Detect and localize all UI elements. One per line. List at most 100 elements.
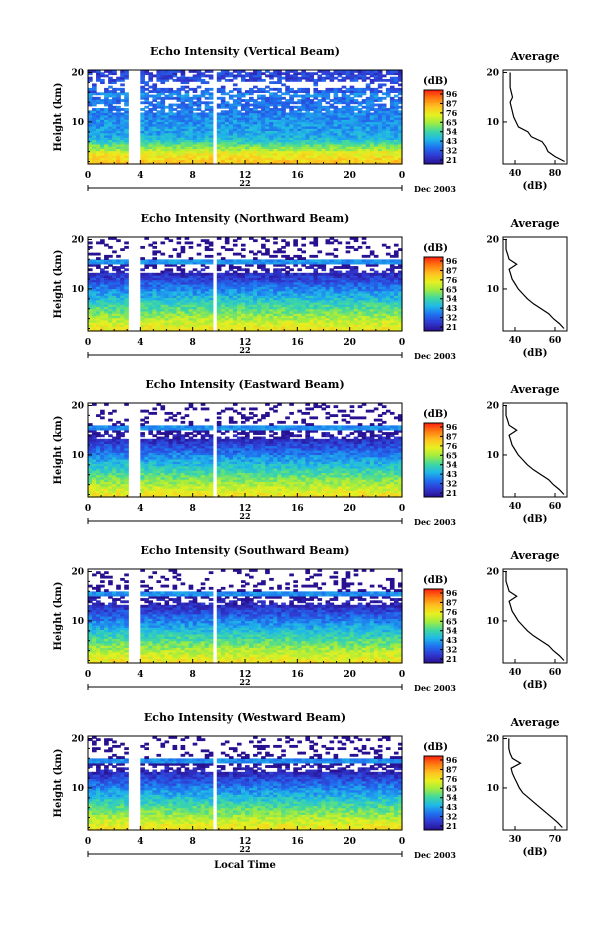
heatmap-cell: [180, 94, 186, 98]
heatmap-cell: [273, 270, 278, 274]
heatmap-cell: [293, 92, 298, 96]
heatmap-cell: [192, 322, 198, 325]
heatmap-cell: [365, 125, 371, 129]
heatmap-cell: [112, 117, 117, 120]
heatmap-cell: [377, 143, 383, 147]
heatmap-cell: [361, 150, 367, 154]
heatmap-cell: [277, 141, 282, 145]
heatmap-cell: [337, 143, 343, 147]
heatmap-cell: [192, 74, 198, 78]
heatmap-cell: [249, 290, 254, 294]
heatmap-cell: [317, 324, 323, 328]
heatmap-cell: [204, 297, 210, 301]
heatmap-cell: [309, 134, 315, 138]
heatmap-cell: [124, 139, 129, 143]
heatmap-cell: [224, 114, 230, 118]
heatmap-cell: [104, 310, 109, 314]
heatmap-cell: [341, 121, 347, 125]
heatmap-cell: [333, 146, 339, 149]
heatmap-cell: [293, 275, 298, 278]
heatmap-cell: [208, 117, 214, 120]
heatmap-cell: [397, 286, 403, 290]
heatmap-cell: [88, 306, 93, 310]
heatmap-cell: [124, 159, 129, 163]
heatmap-cell: [228, 322, 234, 325]
heatmap-cell: [200, 259, 206, 263]
heatmap-cell: [297, 137, 302, 140]
heatmap-cell: [112, 266, 117, 269]
heatmap-cell: [321, 72, 327, 76]
heatmap-cell: [273, 277, 278, 281]
heatmap-cell: [365, 121, 371, 125]
heatmap-cell: [148, 315, 154, 319]
heatmap-cell: [293, 328, 298, 332]
heatmap-cell: [309, 308, 315, 312]
heatmap-cell: [325, 72, 331, 76]
heatmap-cell: [381, 78, 387, 82]
heatmap-cell: [160, 74, 166, 78]
heatmap-cell: [373, 137, 379, 140]
heatmap-cell: [140, 259, 145, 263]
heatmap-cell: [361, 132, 367, 136]
heatmap-cell: [289, 301, 294, 305]
heatmap-cell: [168, 103, 174, 107]
heatmap-cell: [289, 123, 294, 127]
heatmap-cell: [281, 125, 286, 129]
heatmap-cell: [317, 279, 323, 283]
heatmap-cell: [100, 101, 105, 105]
heatmap-cell: [277, 161, 282, 165]
heatmap-cell: [196, 324, 202, 328]
heatmap-cell: [297, 315, 302, 319]
heatmap-cell: [377, 279, 383, 283]
heatmap-cell: [108, 146, 113, 149]
heatmap-cell: [397, 146, 403, 149]
heatmap-cell: [168, 284, 174, 287]
heatmap-cell: [385, 310, 391, 314]
heatmap-cell: [236, 268, 242, 272]
heatmap-cell: [228, 96, 234, 100]
heatmap-cell: [92, 114, 97, 118]
heatmap-cell: [152, 121, 158, 125]
heatmap-cell: [309, 130, 315, 134]
heatmap: [88, 237, 403, 332]
heatmap-cell: [373, 141, 379, 145]
heatmap-cell: [293, 70, 298, 73]
heatmap-cell: [108, 78, 113, 82]
heatmap-cell: [200, 72, 206, 76]
heatmap-cell: [385, 272, 391, 276]
heatmap-cell: [184, 94, 190, 98]
heatmap-cell: [88, 319, 93, 323]
heatmap-cell: [293, 143, 298, 147]
heatmap-cell: [168, 322, 174, 325]
heatmap-cell: [192, 108, 198, 111]
heatmap-cell: [96, 292, 101, 296]
heatmap-cell: [317, 259, 323, 263]
heatmap-cell: [208, 150, 214, 154]
heatmap-cell: [289, 125, 294, 129]
heatmap-cell: [196, 301, 202, 305]
heatmap-cell: [88, 157, 93, 161]
heatmap-cell: [345, 114, 351, 118]
heatmap-cell: [168, 143, 174, 147]
heatmap-cell: [369, 128, 375, 132]
heatmap-cell: [232, 157, 238, 161]
heatmap-cell: [216, 286, 222, 290]
heatmap-cell: [120, 139, 125, 143]
heatmap-cell: [156, 277, 162, 281]
heatmap-cell: [381, 304, 387, 307]
heatmap-cell: [192, 310, 198, 314]
heatmap-cell: [124, 108, 129, 111]
heatmap-cell: [393, 112, 399, 116]
heatmap-cell: [389, 78, 395, 82]
heatmap-cell: [393, 78, 399, 82]
heatmap-cell: [257, 157, 262, 161]
heatmap-cell: [277, 268, 282, 272]
heatmap-cell: [200, 292, 206, 296]
heatmap-cell: [192, 70, 198, 73]
heatmap-cell: [317, 70, 323, 73]
heatmap-cell: [92, 155, 97, 158]
heatmap-cell: [301, 148, 306, 152]
heatmap-cell: [120, 326, 125, 330]
heatmap-cell: [216, 148, 222, 152]
heatmap-cell: [160, 78, 166, 82]
